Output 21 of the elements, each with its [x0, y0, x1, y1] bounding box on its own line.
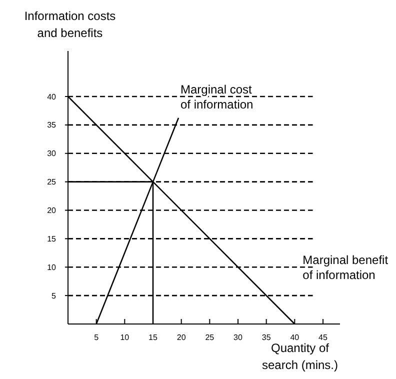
x-tick-label: 5: [94, 333, 100, 342]
x-tick-label: 30: [234, 333, 243, 342]
x-tick-label: 15: [148, 333, 158, 342]
y-tick-label: 25: [47, 178, 57, 187]
series-label: Marginal cost of information: [180, 82, 254, 112]
x-tick-label: 40: [290, 333, 300, 342]
y-tick-label: 5: [52, 291, 57, 300]
x-tick-label: 10: [120, 333, 130, 342]
y-tick-label: 40: [47, 92, 57, 102]
x-tick-label: 25: [205, 333, 215, 342]
y-tick-label: 35: [47, 120, 57, 130]
x-tick-label: 20: [176, 333, 186, 342]
y-axis-title: Information costs and benefits: [24, 9, 116, 40]
y-tick-label: 30: [47, 149, 57, 158]
y-tick-label: 15: [47, 234, 57, 244]
x-tick-label: 45: [318, 333, 328, 342]
x-axis-title: Quantity of search (mins.): [262, 341, 338, 372]
x-tick-label: 35: [262, 333, 272, 342]
y-tick-label: 20: [47, 206, 57, 216]
y-tick-label: 10: [47, 262, 57, 272]
text: Marginal benefit of information: [302, 253, 389, 282]
